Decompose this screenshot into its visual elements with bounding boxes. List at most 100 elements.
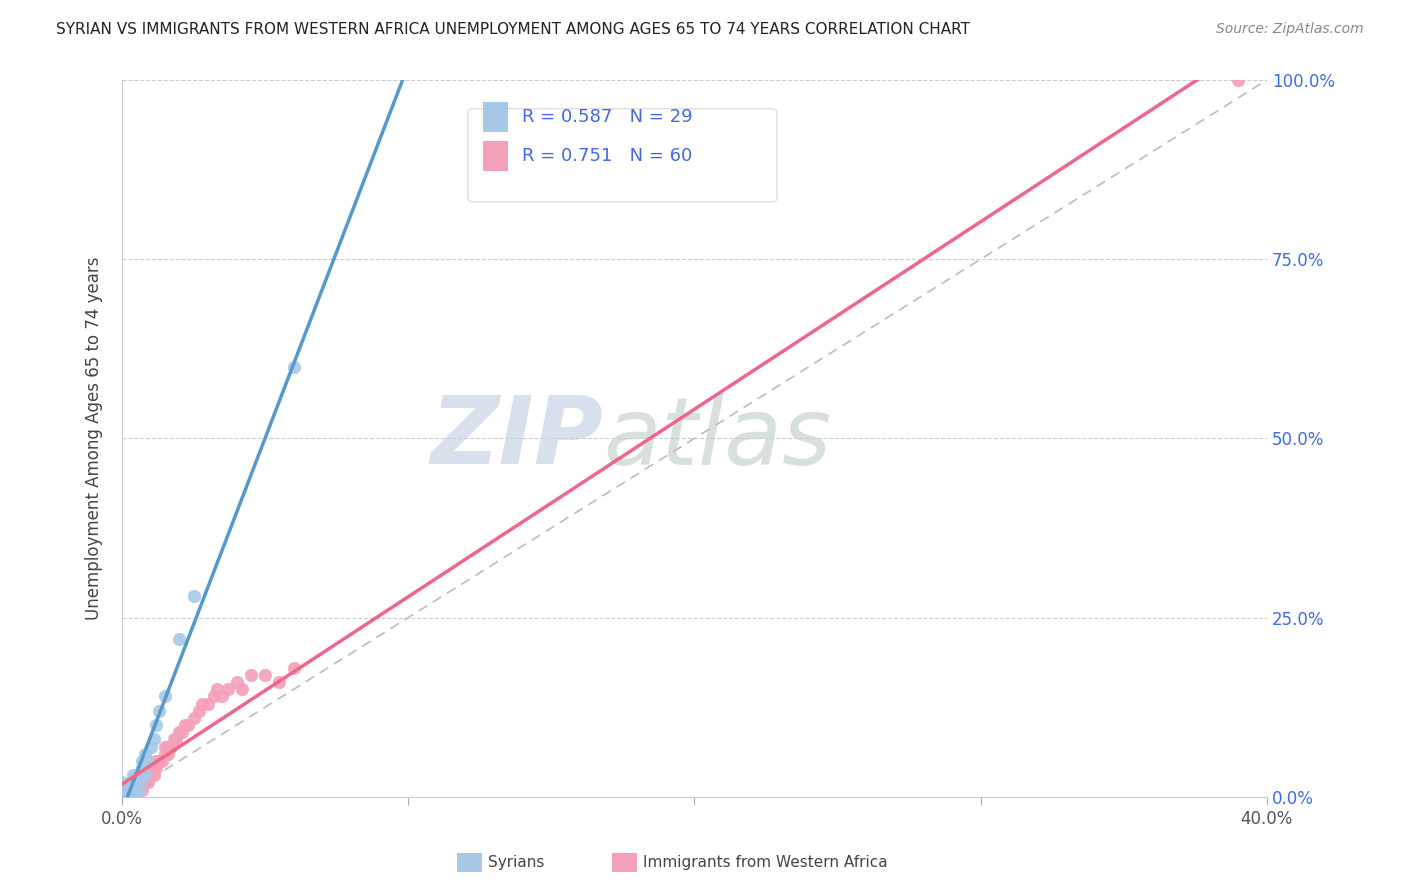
Point <box>125 775 148 789</box>
Point <box>111 782 134 797</box>
Text: R = 0.587   N = 29: R = 0.587 N = 29 <box>522 108 692 127</box>
Point <box>125 768 148 782</box>
Point <box>202 690 225 704</box>
Text: ZIP: ZIP <box>430 392 603 484</box>
Point <box>134 768 156 782</box>
Point <box>183 589 205 603</box>
Point <box>111 789 134 804</box>
Point <box>134 775 156 789</box>
Point <box>120 775 142 789</box>
Point <box>153 690 176 704</box>
Text: Syrians: Syrians <box>488 855 544 870</box>
Point <box>139 761 162 775</box>
Point <box>139 739 162 754</box>
Point <box>125 789 148 804</box>
Point <box>145 761 167 775</box>
FancyBboxPatch shape <box>482 103 508 132</box>
Point <box>117 782 139 797</box>
Point <box>114 789 136 804</box>
Point <box>145 718 167 732</box>
Point <box>128 775 150 789</box>
Point <box>156 739 179 754</box>
Point <box>131 775 153 789</box>
Text: SYRIAN VS IMMIGRANTS FROM WESTERN AFRICA UNEMPLOYMENT AMONG AGES 65 TO 74 YEARS : SYRIAN VS IMMIGRANTS FROM WESTERN AFRICA… <box>56 22 970 37</box>
Point <box>197 697 219 711</box>
Point <box>131 768 153 782</box>
Point <box>139 768 162 782</box>
Point <box>1227 73 1250 87</box>
Point <box>117 782 139 797</box>
Point <box>134 768 156 782</box>
Point <box>136 775 159 789</box>
Text: Source: ZipAtlas.com: Source: ZipAtlas.com <box>1216 22 1364 37</box>
Point <box>111 775 134 789</box>
Text: atlas: atlas <box>603 392 831 483</box>
Point <box>172 725 194 739</box>
Point <box>269 675 291 690</box>
Point <box>136 754 159 768</box>
Point <box>120 782 142 797</box>
Point <box>283 359 305 374</box>
Y-axis label: Unemployment Among Ages 65 to 74 years: Unemployment Among Ages 65 to 74 years <box>86 257 103 620</box>
Point <box>225 675 247 690</box>
Point <box>205 682 228 697</box>
Point <box>131 761 153 775</box>
Point <box>148 704 170 718</box>
Point <box>254 668 277 682</box>
Point <box>159 739 181 754</box>
FancyBboxPatch shape <box>482 141 508 171</box>
Point <box>125 775 148 789</box>
Point <box>117 789 139 804</box>
Point <box>122 768 145 782</box>
Point <box>239 668 262 682</box>
Point <box>169 632 191 646</box>
Point <box>156 747 179 761</box>
Point <box>122 775 145 789</box>
Point <box>145 754 167 768</box>
Point <box>122 782 145 797</box>
Point <box>125 789 148 804</box>
Point <box>153 747 176 761</box>
Point <box>120 782 142 797</box>
Point <box>150 754 173 768</box>
Point <box>128 782 150 797</box>
Point <box>177 718 200 732</box>
Point <box>114 782 136 797</box>
Point <box>142 732 165 747</box>
Point <box>117 789 139 804</box>
Point <box>217 682 239 697</box>
Point <box>131 754 153 768</box>
Point <box>111 789 134 804</box>
Point <box>120 789 142 804</box>
Point <box>114 782 136 797</box>
Point <box>191 697 214 711</box>
Point <box>128 782 150 797</box>
Point <box>125 782 148 797</box>
Point <box>114 789 136 804</box>
Text: R = 0.751   N = 60: R = 0.751 N = 60 <box>522 147 692 165</box>
Point <box>114 789 136 804</box>
Point <box>153 739 176 754</box>
Text: Immigrants from Western Africa: Immigrants from Western Africa <box>643 855 887 870</box>
Point <box>148 754 170 768</box>
Point <box>283 661 305 675</box>
Point <box>169 725 191 739</box>
Point <box>136 768 159 782</box>
FancyBboxPatch shape <box>468 109 778 202</box>
Point <box>231 682 253 697</box>
Point <box>111 789 134 804</box>
Point <box>142 761 165 775</box>
Point <box>174 718 197 732</box>
Point <box>131 782 153 797</box>
Point <box>117 789 139 804</box>
Point <box>134 747 156 761</box>
Point <box>111 789 134 804</box>
Point <box>122 789 145 804</box>
Point <box>211 690 233 704</box>
Point <box>183 711 205 725</box>
Point <box>162 732 184 747</box>
Point <box>165 732 187 747</box>
Point <box>188 704 211 718</box>
Point <box>142 768 165 782</box>
Point <box>128 775 150 789</box>
